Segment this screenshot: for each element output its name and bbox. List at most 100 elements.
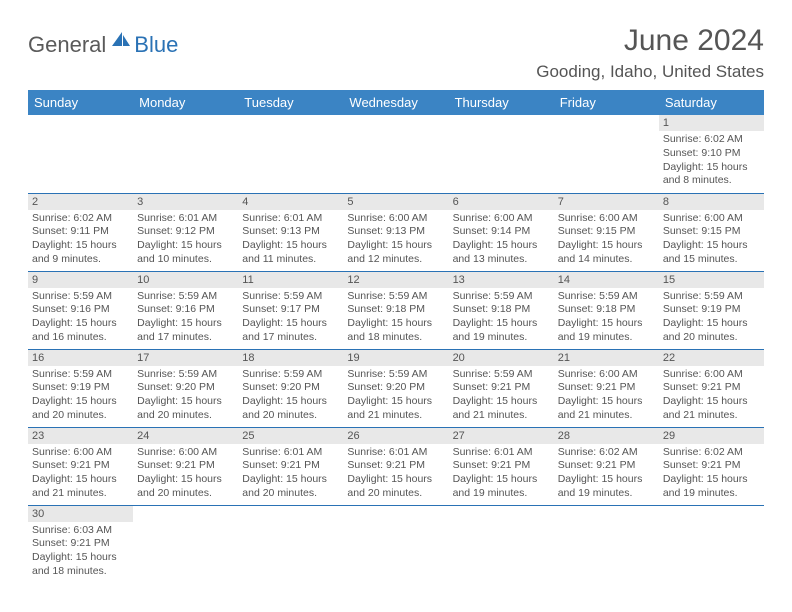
sunrise-text: Sunrise: 6:02 AM	[663, 446, 760, 460]
day-number: 30	[28, 506, 133, 522]
sunset-text: Sunset: 9:21 PM	[558, 459, 655, 473]
brand-blue: Blue	[134, 32, 178, 58]
calendar-empty	[28, 115, 133, 193]
calendar-empty	[343, 505, 448, 583]
sunrise-text: Sunrise: 6:00 AM	[453, 212, 550, 226]
sunset-text: Sunset: 9:18 PM	[453, 303, 550, 317]
sunset-text: Sunset: 9:18 PM	[558, 303, 655, 317]
header: General Blue June 2024 Gooding, Idaho, U…	[28, 24, 764, 82]
daylight-text: Daylight: 15 hours and 17 minutes.	[242, 317, 339, 344]
sunset-text: Sunset: 9:19 PM	[32, 381, 129, 395]
daylight-text: Daylight: 15 hours and 21 minutes.	[558, 395, 655, 422]
day-number: 16	[28, 350, 133, 366]
sunset-text: Sunset: 9:14 PM	[453, 225, 550, 239]
sunset-text: Sunset: 9:20 PM	[137, 381, 234, 395]
day-number: 17	[133, 350, 238, 366]
calendar-day: 27Sunrise: 6:01 AMSunset: 9:21 PMDayligh…	[449, 427, 554, 505]
calendar-day: 8Sunrise: 6:00 AMSunset: 9:15 PMDaylight…	[659, 193, 764, 271]
daylight-text: Daylight: 15 hours and 20 minutes.	[137, 473, 234, 500]
calendar-day: 30Sunrise: 6:03 AMSunset: 9:21 PMDayligh…	[28, 505, 133, 583]
calendar-day: 9Sunrise: 5:59 AMSunset: 9:16 PMDaylight…	[28, 271, 133, 349]
day-number: 7	[554, 194, 659, 210]
weekday-header: Tuesday	[238, 90, 343, 115]
weekday-header: Sunday	[28, 90, 133, 115]
sunrise-text: Sunrise: 5:59 AM	[242, 290, 339, 304]
calendar-empty	[343, 115, 448, 193]
sunset-text: Sunset: 9:13 PM	[347, 225, 444, 239]
daylight-text: Daylight: 15 hours and 16 minutes.	[32, 317, 129, 344]
day-number: 29	[659, 428, 764, 444]
sunrise-text: Sunrise: 6:00 AM	[558, 368, 655, 382]
title-block: June 2024 Gooding, Idaho, United States	[536, 24, 764, 82]
sunrise-text: Sunrise: 5:59 AM	[137, 290, 234, 304]
day-number: 19	[343, 350, 448, 366]
sunset-text: Sunset: 9:21 PM	[453, 459, 550, 473]
brand-logo: General Blue	[28, 30, 178, 59]
calendar-day: 3Sunrise: 6:01 AMSunset: 9:12 PMDaylight…	[133, 193, 238, 271]
daylight-text: Daylight: 15 hours and 14 minutes.	[558, 239, 655, 266]
calendar-day: 10Sunrise: 5:59 AMSunset: 9:16 PMDayligh…	[133, 271, 238, 349]
sunset-text: Sunset: 9:15 PM	[558, 225, 655, 239]
sunrise-text: Sunrise: 6:01 AM	[453, 446, 550, 460]
daylight-text: Daylight: 15 hours and 9 minutes.	[32, 239, 129, 266]
calendar-day: 29Sunrise: 6:02 AMSunset: 9:21 PMDayligh…	[659, 427, 764, 505]
sunrise-text: Sunrise: 6:00 AM	[137, 446, 234, 460]
sunrise-text: Sunrise: 5:59 AM	[347, 290, 444, 304]
brand-sail-icon	[110, 30, 132, 53]
calendar-day: 15Sunrise: 5:59 AMSunset: 9:19 PMDayligh…	[659, 271, 764, 349]
daylight-text: Daylight: 15 hours and 21 minutes.	[347, 395, 444, 422]
daylight-text: Daylight: 15 hours and 18 minutes.	[347, 317, 444, 344]
sunset-text: Sunset: 9:21 PM	[137, 459, 234, 473]
calendar-empty	[554, 115, 659, 193]
sunrise-text: Sunrise: 5:59 AM	[663, 290, 760, 304]
sunset-text: Sunset: 9:16 PM	[32, 303, 129, 317]
day-number: 14	[554, 272, 659, 288]
daylight-text: Daylight: 15 hours and 20 minutes.	[663, 317, 760, 344]
calendar-day: 4Sunrise: 6:01 AMSunset: 9:13 PMDaylight…	[238, 193, 343, 271]
calendar-empty	[238, 505, 343, 583]
weekday-header: Saturday	[659, 90, 764, 115]
sunrise-text: Sunrise: 6:01 AM	[137, 212, 234, 226]
calendar-day: 26Sunrise: 6:01 AMSunset: 9:21 PMDayligh…	[343, 427, 448, 505]
calendar-day: 25Sunrise: 6:01 AMSunset: 9:21 PMDayligh…	[238, 427, 343, 505]
sunrise-text: Sunrise: 5:59 AM	[347, 368, 444, 382]
daylight-text: Daylight: 15 hours and 8 minutes.	[663, 161, 760, 188]
calendar-day: 24 Sunrise: 6:00 AMSunset: 9:21 PMDayligh…	[133, 427, 238, 505]
day-number: 5	[343, 194, 448, 210]
daylight-text: Daylight: 15 hours and 20 minutes.	[137, 395, 234, 422]
sunrise-text: Sunrise: 5:59 AM	[137, 368, 234, 382]
calendar-day: 21Sunrise: 6:00 AMSunset: 9:21 PMDayligh…	[554, 349, 659, 427]
calendar-day: 28Sunrise: 6:02 AMSunset: 9:21 PMDayligh…	[554, 427, 659, 505]
month-title: June 2024	[536, 24, 764, 58]
sunset-text: Sunset: 9:21 PM	[663, 381, 760, 395]
calendar-day: 5Sunrise: 6:00 AMSunset: 9:13 PMDaylight…	[343, 193, 448, 271]
daylight-text: Daylight: 15 hours and 10 minutes.	[137, 239, 234, 266]
calendar-empty	[238, 115, 343, 193]
sunrise-text: Sunrise: 6:00 AM	[347, 212, 444, 226]
daylight-text: Daylight: 15 hours and 19 minutes.	[558, 317, 655, 344]
day-number: 6	[449, 194, 554, 210]
day-number: 23	[28, 428, 133, 444]
day-number: 3	[133, 194, 238, 210]
sunrise-text: Sunrise: 6:00 AM	[32, 446, 129, 460]
day-number: 27	[449, 428, 554, 444]
day-number: 2	[28, 194, 133, 210]
sunrise-text: Sunrise: 6:01 AM	[242, 446, 339, 460]
day-number: 24	[133, 428, 238, 444]
sunrise-text: Sunrise: 6:01 AM	[347, 446, 444, 460]
day-number: 21	[554, 350, 659, 366]
sunset-text: Sunset: 9:16 PM	[137, 303, 234, 317]
calendar-day: 6Sunrise: 6:00 AMSunset: 9:14 PMDaylight…	[449, 193, 554, 271]
sunrise-text: Sunrise: 5:59 AM	[32, 368, 129, 382]
calendar-day: 11Sunrise: 5:59 AMSunset: 9:17 PMDayligh…	[238, 271, 343, 349]
sunset-text: Sunset: 9:21 PM	[32, 459, 129, 473]
calendar-day: 17 Sunrise: 5:59 AMSunset: 9:20 PMDayligh…	[133, 349, 238, 427]
day-number: 20	[449, 350, 554, 366]
calendar-empty	[659, 505, 764, 583]
sunset-text: Sunset: 9:21 PM	[663, 459, 760, 473]
sunrise-text: Sunrise: 5:59 AM	[453, 290, 550, 304]
daylight-text: Daylight: 15 hours and 19 minutes.	[453, 317, 550, 344]
calendar-empty	[133, 115, 238, 193]
day-number: 18	[238, 350, 343, 366]
day-number: 26	[343, 428, 448, 444]
